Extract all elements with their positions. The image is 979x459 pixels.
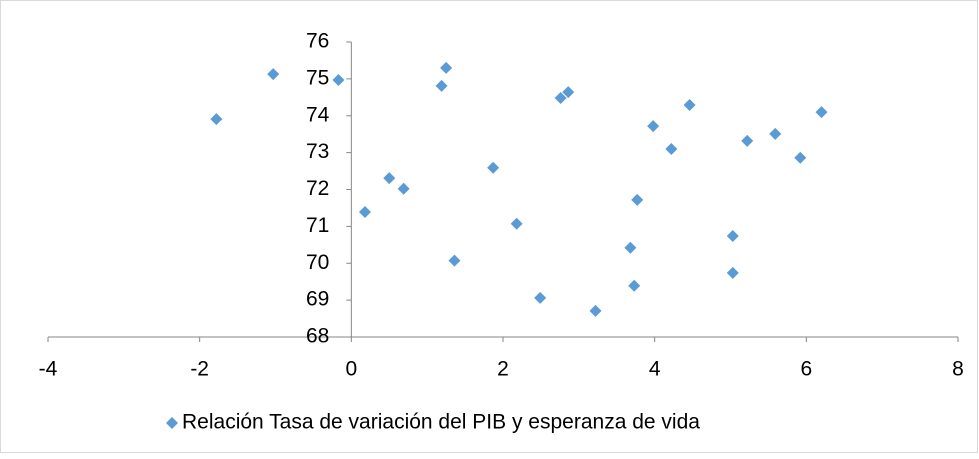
point bbox=[440, 61, 453, 74]
point bbox=[726, 229, 739, 242]
point bbox=[358, 205, 371, 218]
legend-label: Relación Tasa de variación del PIB y esp… bbox=[182, 411, 700, 434]
x-tick-label: -2 bbox=[190, 358, 209, 381]
x-tick-label: 8 bbox=[952, 358, 964, 381]
point bbox=[589, 304, 602, 317]
x-tick-label: 0 bbox=[345, 358, 357, 381]
y-tick-label: 74 bbox=[306, 103, 330, 126]
x-tick-label: 2 bbox=[497, 358, 509, 381]
y-tick-label: 72 bbox=[306, 177, 329, 200]
point bbox=[647, 120, 660, 133]
point bbox=[665, 142, 678, 155]
point bbox=[487, 161, 500, 174]
point bbox=[815, 106, 828, 119]
y-tick-label: 73 bbox=[306, 140, 329, 163]
x-tick-label: 6 bbox=[800, 358, 812, 381]
point bbox=[332, 73, 345, 86]
point bbox=[267, 68, 280, 81]
y-tick-label: 70 bbox=[306, 251, 329, 274]
point bbox=[624, 241, 637, 254]
point bbox=[683, 99, 696, 112]
point bbox=[210, 113, 223, 126]
point bbox=[510, 217, 523, 230]
point bbox=[794, 151, 807, 164]
point bbox=[534, 291, 547, 304]
point bbox=[554, 92, 567, 105]
y-tick-label: 71 bbox=[306, 214, 329, 237]
x-tick-label: 4 bbox=[649, 358, 661, 381]
legend-marker bbox=[166, 417, 178, 429]
y-tick-label: 69 bbox=[306, 288, 329, 311]
y-tick-label: 76 bbox=[306, 30, 329, 53]
y-tick-label: 75 bbox=[306, 66, 329, 89]
y-tick-label: 68 bbox=[306, 325, 329, 348]
point bbox=[726, 266, 739, 279]
point bbox=[435, 79, 448, 92]
point bbox=[741, 134, 754, 147]
x-tick-label: -4 bbox=[39, 358, 58, 381]
point bbox=[448, 254, 461, 267]
point bbox=[631, 193, 644, 206]
point bbox=[562, 86, 575, 99]
point bbox=[769, 127, 782, 140]
point bbox=[397, 182, 410, 195]
point bbox=[628, 279, 641, 292]
point bbox=[383, 172, 396, 185]
